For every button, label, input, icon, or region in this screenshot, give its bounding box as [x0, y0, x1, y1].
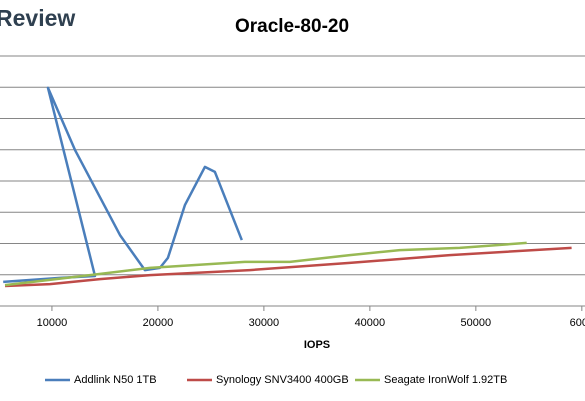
series-line	[4, 246, 572, 288]
x-tick-label: 30000	[249, 317, 280, 329]
legend-label: Seagate IronWolf 1.92TB	[384, 374, 507, 386]
legend-label: Synology SNV3400 400GB	[216, 374, 349, 386]
logo-text: Review	[0, 5, 75, 31]
x-tick-label: 10000	[37, 317, 68, 329]
legend-label: Addlink N50 1TB	[74, 374, 157, 386]
x-tick-label: 50000	[461, 317, 492, 329]
x-tick-label: 40000	[355, 317, 386, 329]
x-axis-label: IOPS	[304, 339, 330, 351]
series-line	[3, 86, 243, 284]
series-line	[4, 241, 527, 287]
x-tick-label: 6000	[570, 317, 585, 329]
chart-title: Oracle-80-20	[235, 16, 349, 37]
x-tick-label: 20000	[143, 317, 174, 329]
